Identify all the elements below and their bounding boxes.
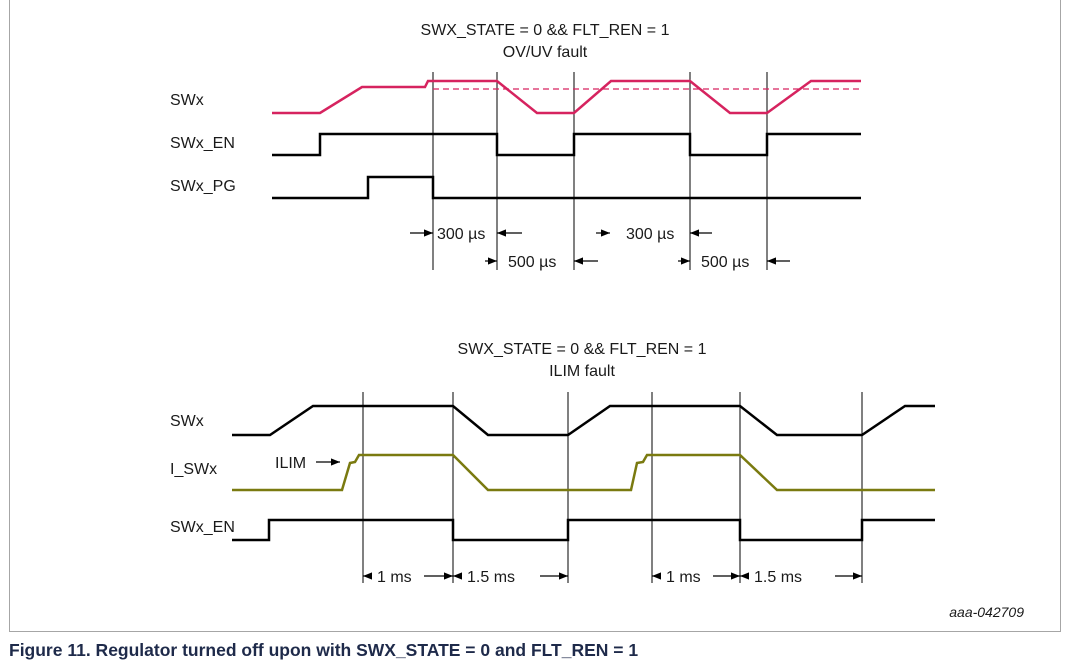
top-swx-en-waveform: [272, 132, 861, 157]
bottom-label-swx: SWx: [170, 413, 204, 430]
top-timing-2: 500 µs: [508, 254, 556, 271]
top-swx-waveform: [272, 79, 861, 115]
figure-caption: Figure 11. Regulator turned off upon wit…: [9, 640, 639, 660]
bottom-timing-2: 1.5 ms: [467, 569, 515, 586]
bottom-swx-en-waveform: [232, 518, 935, 542]
figure-id: aaa-042709: [949, 604, 1024, 620]
top-label-swx-pg: SWx_PG: [170, 178, 236, 195]
top-timing-3: 300 µs: [626, 226, 674, 243]
top-timing-1: 300 µs: [437, 226, 485, 243]
top-label-swx: SWx: [170, 92, 204, 109]
top-event-lines: [432, 72, 768, 270]
ilim-label: ILIM: [275, 455, 306, 472]
bottom-timing-3: 1 ms: [666, 569, 701, 586]
bottom-timing-4: 1.5 ms: [754, 569, 802, 586]
top-timing-arrows: [410, 229, 790, 265]
top-timing-4: 500 µs: [701, 254, 749, 271]
bottom-label-i-swx: I_SWx: [170, 461, 217, 478]
bottom-title-line1: SWX_STATE = 0 && FLT_REN = 1: [458, 341, 707, 358]
bottom-swx-waveform: [232, 404, 935, 437]
bottom-title-line2: ILIM fault: [549, 363, 615, 380]
bottom-event-lines: [362, 392, 863, 583]
bottom-timing-1: 1 ms: [377, 569, 412, 586]
top-title-line2: OV/UV fault: [503, 44, 588, 61]
bottom-label-swx-en: SWx_EN: [170, 519, 235, 536]
top-label-swx-en: SWx_EN: [170, 135, 235, 152]
bottom-i-swx-waveform: [232, 453, 935, 492]
top-swx-pg-waveform: [272, 175, 861, 200]
top-title-line1: SWX_STATE = 0 && FLT_REN = 1: [421, 22, 670, 39]
figure-frame: [9, 0, 1061, 632]
